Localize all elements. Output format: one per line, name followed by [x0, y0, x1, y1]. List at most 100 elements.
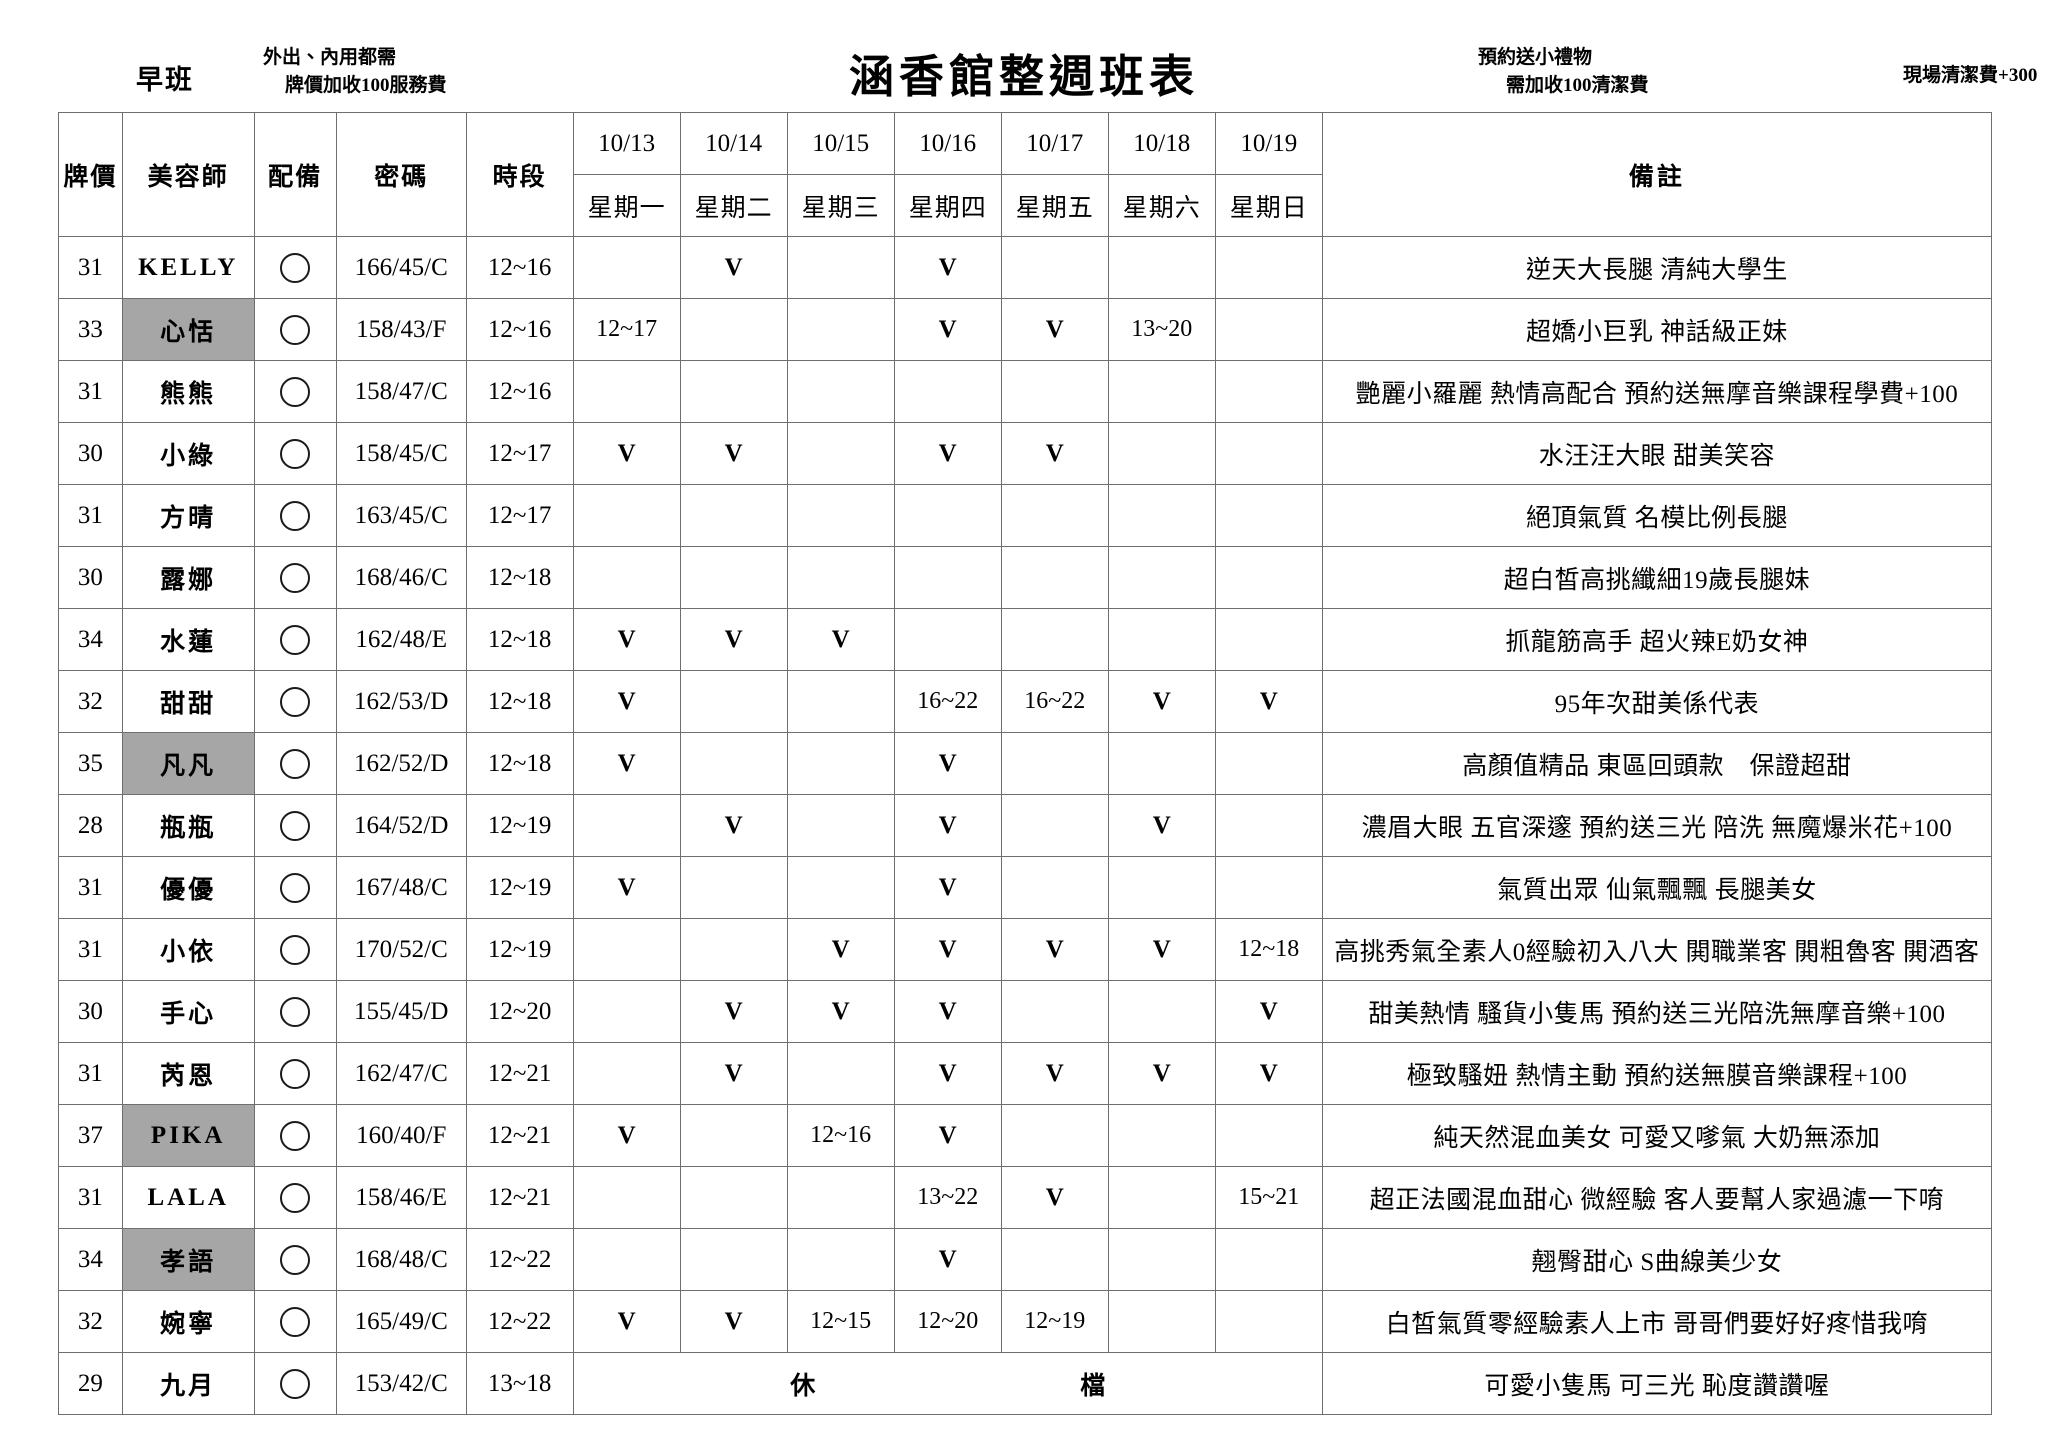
cell-day-0[interactable]	[572, 1042, 681, 1105]
cell-day-1[interactable]	[679, 670, 788, 733]
cell-day-5[interactable]: V	[1107, 1042, 1216, 1105]
cell-day-5[interactable]	[1107, 732, 1216, 795]
cell-day-1[interactable]	[679, 484, 788, 547]
cell-day-0[interactable]: V	[572, 1104, 681, 1167]
cell-day-6[interactable]: V	[1214, 670, 1323, 733]
cell-day-5[interactable]	[1107, 1104, 1216, 1167]
cell-day-6[interactable]	[1214, 1290, 1323, 1353]
cell-day-3[interactable]: V	[893, 298, 1002, 361]
cell-day-4[interactable]: V	[1000, 1166, 1109, 1229]
cell-day-1[interactable]: V	[679, 794, 788, 857]
cell-day-4[interactable]	[1000, 794, 1109, 857]
cell-day-2[interactable]: 12~15	[786, 1290, 895, 1353]
cell-day-3[interactable]	[893, 484, 1002, 547]
cell-day-4[interactable]	[1000, 1228, 1109, 1291]
cell-day-4[interactable]	[1000, 236, 1109, 299]
cell-day-5[interactable]: V	[1107, 670, 1216, 733]
cell-day-4[interactable]: V	[1000, 918, 1109, 981]
cell-day-0[interactable]: V	[572, 670, 681, 733]
cell-day-0[interactable]	[572, 484, 681, 547]
cell-day-3[interactable]	[893, 608, 1002, 671]
cell-day-4[interactable]	[1000, 856, 1109, 919]
cell-day-5[interactable]	[1107, 1228, 1216, 1291]
cell-day-3[interactable]: V	[893, 918, 1002, 981]
cell-day-6[interactable]	[1214, 794, 1323, 857]
cell-day-4[interactable]	[1000, 546, 1109, 609]
cell-day-3[interactable]: 16~22	[893, 670, 1002, 733]
cell-day-6[interactable]	[1214, 298, 1323, 361]
cell-day-5[interactable]	[1107, 360, 1216, 423]
cell-day-1[interactable]: V	[679, 980, 788, 1043]
cell-day-4[interactable]	[1000, 980, 1109, 1043]
cell-day-0[interactable]: V	[572, 422, 681, 485]
cell-day-5[interactable]	[1107, 1290, 1216, 1353]
cell-day-4[interactable]	[1000, 1104, 1109, 1167]
cell-day-6[interactable]	[1214, 856, 1323, 919]
cell-day-2[interactable]	[786, 298, 895, 361]
cell-day-0[interactable]	[572, 1228, 681, 1291]
cell-day-3[interactable]: V	[893, 794, 1002, 857]
cell-day-2[interactable]	[786, 670, 895, 733]
cell-day-2[interactable]: V	[786, 980, 895, 1043]
cell-day-2[interactable]	[786, 236, 895, 299]
cell-day-6[interactable]	[1214, 1104, 1323, 1167]
cell-day-2[interactable]	[786, 422, 895, 485]
cell-day-3[interactable]: V	[893, 1228, 1002, 1291]
cell-day-0[interactable]: V	[572, 856, 681, 919]
cell-day-3[interactable]: V	[893, 732, 1002, 795]
cell-day-2[interactable]: V	[786, 608, 895, 671]
cell-day-6[interactable]	[1214, 1228, 1323, 1291]
cell-day-2[interactable]	[786, 1228, 895, 1291]
cell-day-0[interactable]	[572, 918, 681, 981]
cell-day-1[interactable]	[679, 1228, 788, 1291]
cell-day-1[interactable]	[679, 732, 788, 795]
cell-day-0[interactable]	[572, 980, 681, 1043]
cell-day-2[interactable]	[786, 856, 895, 919]
cell-day-3[interactable]: V	[893, 1104, 1002, 1167]
cell-day-5[interactable]	[1107, 422, 1216, 485]
cell-day-1[interactable]	[679, 546, 788, 609]
cell-day-5[interactable]	[1107, 546, 1216, 609]
cell-day-6[interactable]: V	[1214, 980, 1323, 1043]
cell-day-1[interactable]	[679, 918, 788, 981]
cell-day-4[interactable]	[1000, 360, 1109, 423]
cell-day-1[interactable]: V	[679, 608, 788, 671]
cell-day-5[interactable]: 13~20	[1107, 298, 1216, 361]
cell-day-6[interactable]	[1214, 732, 1323, 795]
cell-day-6[interactable]	[1214, 608, 1323, 671]
cell-day-2[interactable]	[786, 732, 895, 795]
cell-day-0[interactable]: V	[572, 732, 681, 795]
cell-day-5[interactable]	[1107, 856, 1216, 919]
cell-day-6[interactable]: 12~18	[1214, 918, 1323, 981]
cell-day-0[interactable]	[572, 546, 681, 609]
cell-day-0[interactable]	[572, 360, 681, 423]
cell-day-3[interactable]: V	[893, 856, 1002, 919]
cell-day-5[interactable]	[1107, 1166, 1216, 1229]
cell-day-2[interactable]	[786, 546, 895, 609]
cell-day-2[interactable]	[786, 794, 895, 857]
cell-day-4[interactable]	[1000, 732, 1109, 795]
cell-day-0[interactable]: V	[572, 608, 681, 671]
cell-day-3[interactable]: V	[893, 1042, 1002, 1105]
cell-day-2[interactable]: V	[786, 918, 895, 981]
cell-day-3[interactable]	[893, 546, 1002, 609]
cell-day-2[interactable]	[786, 1042, 895, 1105]
cell-day-2[interactable]	[786, 484, 895, 547]
cell-day-4[interactable]: 12~19	[1000, 1290, 1109, 1353]
cell-day-1[interactable]: V	[679, 236, 788, 299]
cell-day-0[interactable]	[572, 794, 681, 857]
cell-day-6[interactable]	[1214, 546, 1323, 609]
cell-day-5[interactable]	[1107, 484, 1216, 547]
cell-day-6[interactable]	[1214, 484, 1323, 547]
cell-day-1[interactable]: V	[679, 1042, 788, 1105]
cell-day-3[interactable]	[893, 360, 1002, 423]
cell-day-1[interactable]: V	[679, 1290, 788, 1353]
cell-day-6[interactable]	[1214, 236, 1323, 299]
cell-day-4[interactable]	[1000, 608, 1109, 671]
cell-day-0[interactable]	[572, 1166, 681, 1229]
cell-day-2[interactable]: 12~16	[786, 1104, 895, 1167]
cell-day-1[interactable]: V	[679, 422, 788, 485]
cell-day-6[interactable]: V	[1214, 1042, 1323, 1105]
cell-day-6[interactable]	[1214, 360, 1323, 423]
cell-day-1[interactable]	[679, 298, 788, 361]
